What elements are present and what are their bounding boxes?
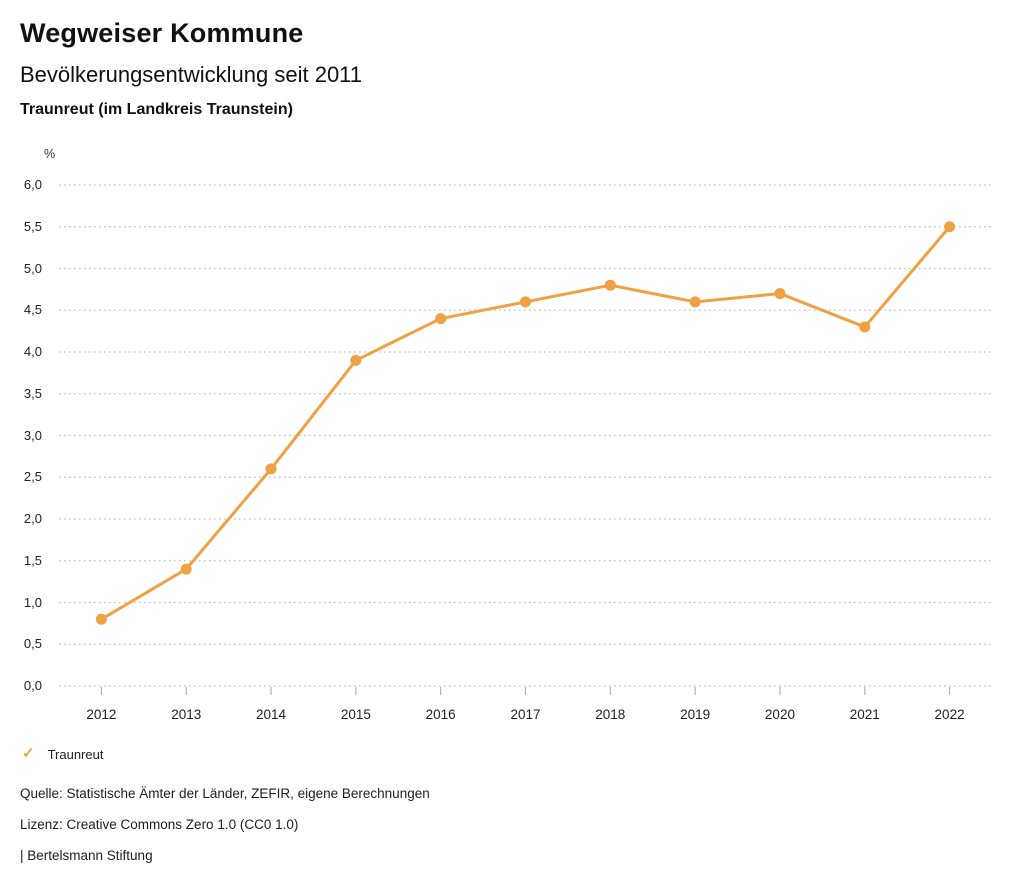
data-point-2019[interactable] — [689, 296, 701, 308]
source-text: Quelle: Statistische Ämter der Länder, Z… — [20, 786, 430, 801]
data-point-2014[interactable] — [265, 463, 277, 475]
x-tick-label: 2018 — [595, 707, 626, 722]
y-tick-label: 0,0 — [23, 678, 42, 693]
plot-area — [59, 184, 992, 695]
y-tick-label: 3,5 — [23, 385, 42, 401]
x-tick-label: 2013 — [171, 707, 202, 722]
data-point-2017[interactable] — [520, 296, 531, 308]
y-tick-label: 1,5 — [23, 552, 42, 568]
x-tick-label: 2015 — [340, 707, 371, 722]
x-tick-label: 2017 — [510, 707, 541, 722]
y-tick-label: 4,0 — [23, 344, 42, 359]
chart-subtitle-location: Traunreut (im Landkreis Traunstein) — [20, 101, 293, 118]
y-tick-label: 1,0 — [23, 594, 42, 610]
data-point-2020[interactable] — [774, 288, 786, 300]
check-icon: ✓ — [22, 745, 35, 762]
data-point-2021[interactable] — [859, 321, 871, 333]
y-tick-label: 6,0 — [23, 177, 42, 192]
brand-text: | Bertelsmann Stiftung — [20, 848, 153, 863]
license-text: Lizenz: Creative Commons Zero 1.0 (CC0 1… — [20, 817, 299, 832]
data-point-2012[interactable] — [95, 613, 107, 625]
x-tick-label: 2019 — [680, 707, 711, 722]
y-tick-label: 4,5 — [23, 302, 42, 318]
y-tick-label: 3,0 — [23, 427, 42, 443]
data-point-2013[interactable] — [180, 563, 192, 575]
page-title: Wegweiser Kommune — [20, 18, 304, 48]
x-tick-label: 2022 — [934, 707, 965, 722]
x-tick-label: 2016 — [425, 707, 456, 722]
x-tick-label: 2014 — [256, 707, 287, 722]
y-tick-label: 0,5 — [23, 636, 42, 652]
y-tick-label: 5,0 — [23, 260, 42, 276]
y-tick-label: 5,5 — [23, 218, 42, 234]
data-point-2022[interactable] — [944, 221, 956, 233]
y-tick-label: 2,0 — [23, 511, 42, 526]
y-tick-label: 2,5 — [23, 469, 42, 485]
legend-label: Traunreut — [47, 746, 104, 762]
x-tick-label: 2012 — [86, 707, 117, 722]
header: Wegweiser Kommune Bevölkerungsentwicklun… — [20, 18, 362, 119]
chart-title: Bevölkerungsentwicklung seit 2011 — [20, 62, 363, 87]
x-tick-label: 2020 — [764, 707, 795, 722]
x-tick-label: 2021 — [849, 707, 880, 722]
data-point-2015[interactable] — [350, 354, 362, 366]
population-line-chart: % 0,0 0,5 1,0 1,5 2,0 2,5 3,0 3,5 4,0 4,5 5,0 5,5 6,… — [0, 145, 1024, 735]
data-point-2018[interactable] — [604, 279, 616, 291]
y-axis-unit-label: % — [44, 147, 56, 161]
legend-item-traunreut[interactable]: ✓ Traunreut — [22, 746, 103, 762]
data-point-2016[interactable] — [435, 313, 447, 325]
